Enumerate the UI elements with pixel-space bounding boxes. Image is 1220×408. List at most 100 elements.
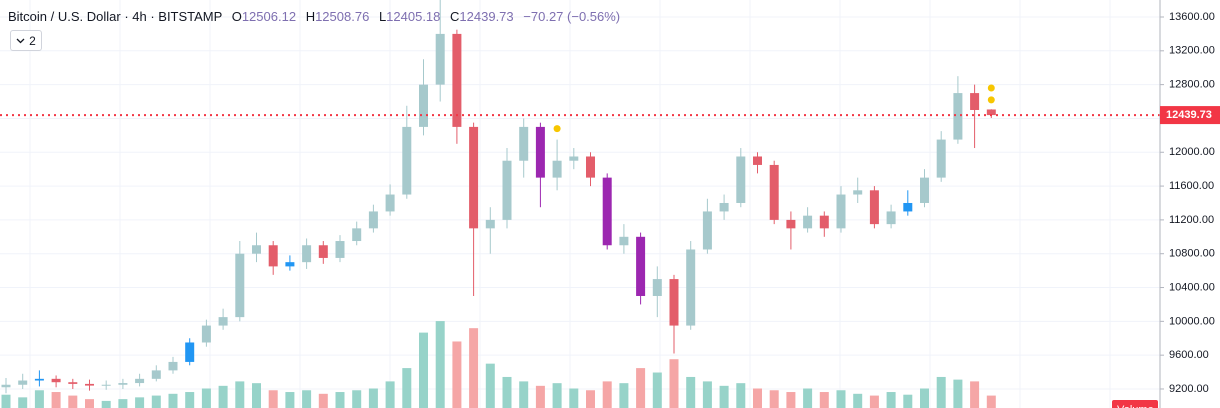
- candle-body: [135, 378, 145, 384]
- volume-bar: [619, 383, 629, 408]
- candle-body: [769, 164, 779, 220]
- volume-bar: [819, 392, 829, 408]
- volume-bar: [201, 388, 211, 408]
- label-high: H: [305, 9, 316, 24]
- candle-body: [652, 279, 662, 296]
- label-low: L: [378, 9, 387, 24]
- high-value: 12508.76: [315, 9, 370, 24]
- volume-bar: [402, 368, 412, 408]
- volume-bar: [869, 395, 879, 408]
- signal-marker: [987, 84, 995, 92]
- volume-bar: [669, 359, 679, 408]
- price-axis: [1160, 0, 1220, 408]
- volume-bar: [552, 383, 562, 408]
- volume-bar: [368, 388, 378, 408]
- volume-bar: [469, 328, 479, 408]
- volume-bar: [736, 383, 746, 408]
- candle-body: [318, 245, 328, 258]
- indicators-toggle[interactable]: 2: [10, 30, 42, 51]
- volume-bar: [652, 372, 662, 408]
- volume-bar: [18, 397, 28, 408]
- y-tick-label: 12000.00: [1169, 146, 1215, 158]
- y-tick-label: 10400.00: [1169, 281, 1215, 293]
- label-open: O: [231, 9, 242, 24]
- volume-bar: [101, 400, 111, 408]
- volume-bar: [385, 381, 395, 408]
- candle-body: [586, 156, 595, 178]
- candle-body: [535, 126, 545, 178]
- candle-body: [836, 194, 846, 229]
- volume-label-box: [1112, 400, 1158, 408]
- volume-bar: [452, 341, 462, 408]
- candle-body: [602, 177, 612, 246]
- signal-marker: [987, 96, 995, 104]
- indicator-count: 2: [29, 33, 36, 48]
- y-tick-label: 11200.00: [1169, 214, 1214, 226]
- y-tick-label: 10800.00: [1169, 248, 1215, 260]
- y-tick-label: 13200.00: [1169, 45, 1215, 57]
- y-tick-label: 12800.00: [1169, 79, 1215, 91]
- volume-label: Volume: [1117, 404, 1154, 408]
- candle-body: [85, 383, 94, 386]
- last-price-box: [1160, 106, 1220, 125]
- candle-body: [235, 253, 245, 318]
- candle-body: [886, 211, 896, 225]
- chevron-icon: [16, 38, 25, 43]
- candle-body: [352, 228, 362, 242]
- volume-bar: [986, 395, 996, 408]
- volume-bar: [702, 381, 712, 408]
- candle-body: [435, 33, 445, 85]
- candle-body: [953, 93, 963, 140]
- y-tick-label: 9200.00: [1169, 383, 1209, 395]
- volume-bar: [151, 395, 161, 408]
- candle-body: [920, 177, 929, 203]
- candle-body: [636, 236, 646, 296]
- candle-body: [502, 160, 512, 220]
- symbol-title: Bitcoin / U.S. Dollar · 4h · BITSTAMP: [8, 9, 223, 24]
- candle-body: [51, 378, 61, 383]
- candle-body: [34, 378, 44, 381]
- volume-bar: [51, 392, 61, 408]
- candle-body: [201, 325, 211, 343]
- volume-bar: [753, 388, 762, 408]
- candle-body: [419, 84, 428, 127]
- y-tick-label: 13600.00: [1169, 11, 1215, 23]
- volume-bar: [1, 394, 11, 408]
- volume-bar: [636, 368, 646, 408]
- y-tick-label: 11600.00: [1169, 180, 1214, 192]
- label-close: C: [450, 9, 460, 24]
- volume-bar: [502, 376, 512, 408]
- close-value: 12439.73: [459, 9, 514, 24]
- volume-bar: [185, 392, 195, 408]
- volume-bar: [285, 392, 295, 408]
- volume-bar: [970, 381, 980, 408]
- volume-bar: [252, 383, 261, 408]
- volume-bar: [569, 388, 579, 408]
- candle-body: [869, 190, 879, 225]
- candle-body: [803, 215, 813, 229]
- volume-bar: [335, 392, 345, 408]
- volume-bar: [920, 388, 929, 408]
- volume-bar: [519, 381, 529, 408]
- candle-body: [385, 194, 395, 212]
- candle-body: [118, 383, 128, 385]
- volume-bar: [953, 379, 963, 408]
- volume-bar: [419, 332, 428, 408]
- candle-body: [101, 384, 111, 386]
- y-tick-label: 10000.00: [1169, 315, 1215, 327]
- candle-body: [469, 126, 479, 229]
- volume-bar: [302, 390, 312, 408]
- candle-body: [619, 236, 629, 246]
- candle-body: [736, 156, 746, 203]
- candle-body: [402, 126, 412, 195]
- last-price-label: 12439.73: [1166, 109, 1212, 121]
- y-tick-label: 9600.00: [1169, 349, 1209, 361]
- volume-bar: [769, 390, 779, 408]
- volume-bar: [586, 390, 595, 408]
- volume-bar: [68, 395, 78, 408]
- volume-bar: [435, 321, 445, 408]
- volume-bar: [34, 390, 44, 408]
- volume-bar: [719, 385, 729, 408]
- candle-body: [936, 139, 946, 178]
- candle-body: [335, 241, 345, 258]
